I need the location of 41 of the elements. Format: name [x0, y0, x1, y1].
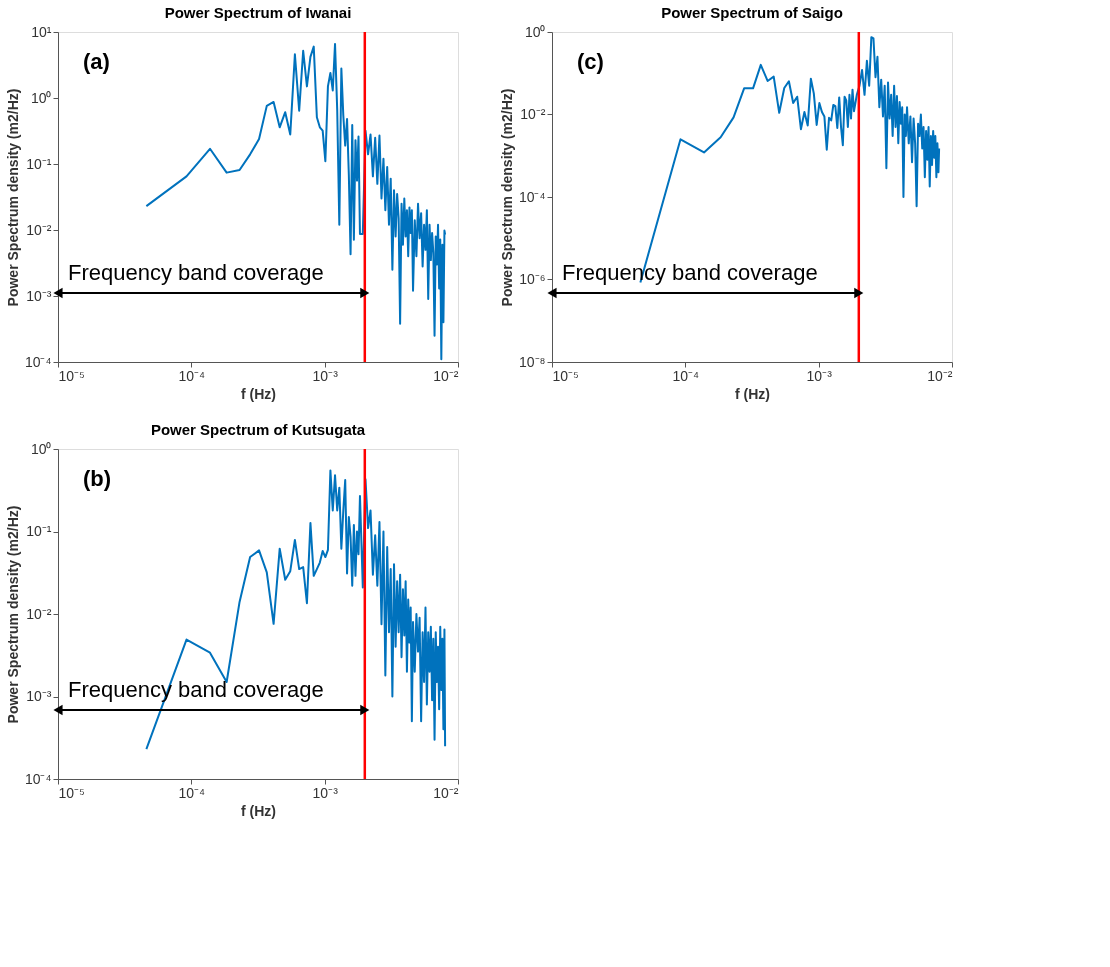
chart-title: Power Spectrum of Iwanai [164, 4, 352, 21]
x-tick-label: 10⁻³ [312, 784, 339, 801]
annotation: (c) [577, 49, 604, 74]
x-tick-label: 10⁻⁴ [672, 367, 700, 384]
x-tick-label: 10⁻³ [806, 367, 833, 384]
y-tick-label: 10⁻² [26, 605, 52, 622]
y-tick-label: 10¹ [31, 23, 52, 40]
x-tick-label: 10⁻³ [312, 367, 339, 384]
y-tick-label: 10⁻⁸ [519, 353, 546, 370]
x-tick-label: 10⁻² [927, 367, 953, 384]
y-axis-title: Power Spectrum density (m2/Hz) [4, 88, 21, 307]
y-axis-title: Power Spectrum density (m2/Hz) [498, 88, 515, 307]
y-tick-label: 10⁻¹ [26, 523, 52, 539]
y-tick-label: 10⁻¹ [26, 155, 52, 172]
chart-title: Power Spectrum of Saigo [661, 4, 843, 21]
x-tick-label: 10⁻⁴ [178, 784, 206, 801]
y-tick-label: 10⁻³ [26, 287, 52, 304]
chart-title: Power Spectrum of Kutsugata [150, 421, 366, 438]
y-tick-label: 10⁻⁴ [24, 353, 52, 370]
x-axis-title: f (Hz) [241, 385, 276, 402]
y-tick-label: 10⁻² [26, 221, 52, 238]
y-tick-label: 10⁰ [30, 440, 52, 457]
annotation: (a) [83, 49, 110, 74]
x-tick-label: 10⁻⁴ [178, 367, 206, 384]
y-tick-label: 10⁻⁶ [519, 271, 546, 287]
y-axis-title: Power Spectrum density (m2/Hz) [4, 505, 21, 724]
x-axis-title: f (Hz) [241, 802, 276, 819]
x-tick-label: 10⁻² [433, 784, 459, 801]
y-tick-label: 10⁻² [520, 106, 546, 122]
y-tick-label: 10⁻³ [26, 688, 52, 704]
annotation: Frequency band coverage [68, 260, 324, 285]
y-tick-label: 10⁻⁴ [518, 188, 546, 205]
x-tick-label: 10⁻⁵ [58, 367, 85, 384]
y-tick-label: 10⁻⁴ [24, 770, 52, 787]
y-tick-label: 10⁰ [30, 89, 52, 106]
annotation: (b) [83, 466, 112, 491]
x-tick-label: 10⁻² [433, 367, 459, 384]
y-tick-label: 10⁰ [524, 23, 546, 40]
x-axis-title: f (Hz) [735, 385, 770, 402]
x-tick-label: 10⁻⁵ [552, 367, 579, 384]
x-tick-label: 10⁻⁵ [58, 784, 85, 801]
